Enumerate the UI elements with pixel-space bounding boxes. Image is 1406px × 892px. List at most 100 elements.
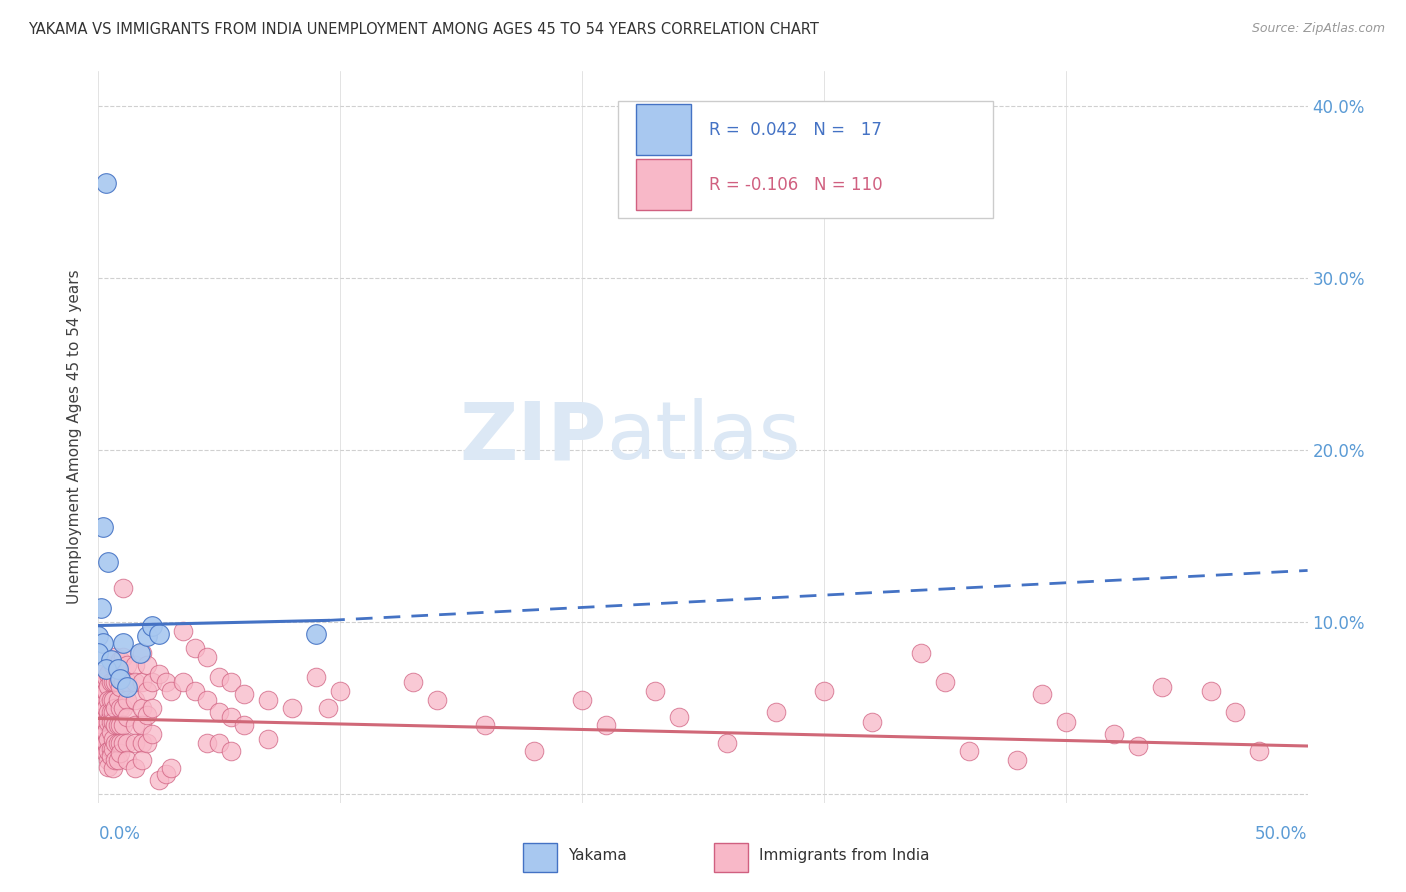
Point bbox=[94, 714, 117, 729]
Point bbox=[97, 759, 120, 773]
Point bbox=[90, 722, 112, 736]
Point bbox=[107, 675, 129, 690]
Point bbox=[91, 729, 114, 743]
Y-axis label: Unemployment Among Ages 45 to 54 years: Unemployment Among Ages 45 to 54 years bbox=[67, 269, 83, 605]
Point bbox=[141, 675, 163, 690]
Point bbox=[1007, 753, 1029, 767]
Text: Yakama: Yakama bbox=[568, 847, 627, 863]
Point bbox=[117, 681, 139, 695]
Point bbox=[1031, 687, 1053, 701]
Point bbox=[108, 746, 131, 760]
Point bbox=[94, 746, 117, 760]
Point bbox=[281, 701, 304, 715]
Point bbox=[1152, 681, 1174, 695]
Point bbox=[135, 629, 157, 643]
Point bbox=[160, 761, 183, 775]
Point bbox=[160, 684, 183, 698]
Point bbox=[1199, 684, 1222, 698]
Point bbox=[184, 640, 207, 655]
Point bbox=[141, 618, 163, 632]
Point bbox=[97, 666, 120, 681]
Point bbox=[97, 714, 120, 729]
Point bbox=[91, 718, 114, 732]
Point bbox=[101, 675, 124, 690]
Point bbox=[94, 684, 117, 698]
Point bbox=[101, 732, 124, 747]
Point bbox=[104, 675, 127, 690]
Point bbox=[97, 679, 120, 693]
Point bbox=[100, 705, 122, 719]
Point bbox=[256, 692, 278, 706]
Point bbox=[595, 718, 617, 732]
Text: ZIP: ZIP bbox=[458, 398, 606, 476]
Point bbox=[104, 718, 127, 732]
Point bbox=[101, 692, 124, 706]
Point bbox=[94, 735, 117, 749]
Point bbox=[107, 753, 129, 767]
Point bbox=[91, 636, 114, 650]
Point bbox=[135, 735, 157, 749]
Point bbox=[571, 692, 593, 706]
Point bbox=[91, 520, 114, 534]
Point bbox=[117, 735, 139, 749]
Point bbox=[87, 666, 110, 681]
Point bbox=[108, 653, 131, 667]
Point bbox=[1249, 744, 1271, 758]
Point bbox=[94, 744, 117, 758]
Point bbox=[208, 735, 231, 749]
Point bbox=[124, 761, 146, 775]
Point bbox=[221, 744, 243, 758]
Point bbox=[329, 684, 352, 698]
Point bbox=[195, 649, 218, 664]
Text: Immigrants from India: Immigrants from India bbox=[759, 847, 929, 863]
Point bbox=[523, 744, 546, 758]
Point bbox=[208, 705, 231, 719]
Text: atlas: atlas bbox=[606, 398, 800, 476]
Point bbox=[107, 662, 129, 676]
Text: YAKAMA VS IMMIGRANTS FROM INDIA UNEMPLOYMENT AMONG AGES 45 TO 54 YEARS CORRELATI: YAKAMA VS IMMIGRANTS FROM INDIA UNEMPLOY… bbox=[28, 22, 818, 37]
Point bbox=[1054, 714, 1077, 729]
Point bbox=[111, 718, 134, 732]
Point bbox=[91, 698, 114, 712]
Point bbox=[256, 732, 278, 747]
Point bbox=[104, 649, 127, 664]
Point bbox=[148, 773, 170, 788]
Point bbox=[94, 670, 117, 684]
Point bbox=[101, 761, 124, 775]
Point bbox=[100, 714, 122, 729]
Point bbox=[94, 701, 117, 715]
Point bbox=[910, 646, 932, 660]
Point bbox=[232, 687, 254, 701]
Point bbox=[117, 692, 139, 706]
Point bbox=[474, 718, 496, 732]
Point bbox=[87, 646, 110, 660]
Point bbox=[111, 675, 134, 690]
Text: 50.0%: 50.0% bbox=[1256, 825, 1308, 843]
Point bbox=[90, 713, 112, 727]
Point bbox=[426, 692, 449, 706]
Point bbox=[668, 710, 690, 724]
Point bbox=[1223, 705, 1246, 719]
Point bbox=[135, 684, 157, 698]
Point bbox=[90, 601, 112, 615]
Point bbox=[100, 749, 122, 764]
Point bbox=[128, 646, 150, 660]
Point bbox=[87, 681, 110, 695]
Point bbox=[91, 727, 114, 741]
Point bbox=[111, 735, 134, 749]
Point bbox=[104, 753, 127, 767]
Point bbox=[957, 744, 980, 758]
Point bbox=[148, 666, 170, 681]
Point bbox=[765, 705, 787, 719]
Point bbox=[100, 692, 122, 706]
FancyBboxPatch shape bbox=[619, 101, 993, 218]
Point bbox=[195, 735, 218, 749]
Point bbox=[101, 742, 124, 756]
Point bbox=[100, 725, 122, 739]
Text: Source: ZipAtlas.com: Source: ZipAtlas.com bbox=[1251, 22, 1385, 36]
FancyBboxPatch shape bbox=[523, 843, 557, 872]
Text: R = -0.106   N = 110: R = -0.106 N = 110 bbox=[709, 176, 883, 194]
Point bbox=[104, 735, 127, 749]
Point bbox=[131, 718, 153, 732]
Point bbox=[135, 658, 157, 673]
